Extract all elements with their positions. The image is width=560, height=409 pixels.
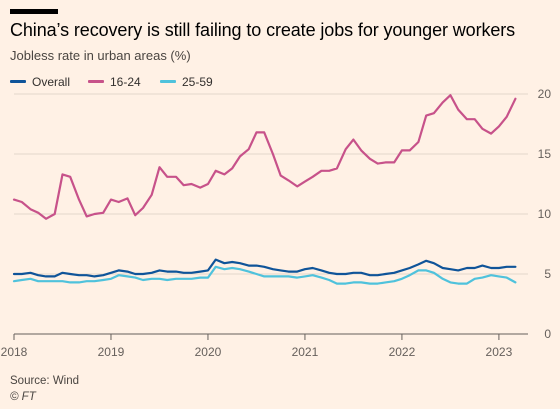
y-tick-label: 20: [538, 87, 552, 101]
source-note: Source: Wind: [10, 375, 80, 387]
y-tick-label: 15: [538, 147, 552, 161]
series-line-overall: [12, 258, 517, 278]
legend-label-25-59: 25-59: [182, 75, 213, 89]
x-tick-label: 2018: [1, 345, 28, 359]
x-tick-label: 2023: [486, 345, 513, 359]
header-accent-bar: [10, 9, 58, 14]
x-tick-label: 2021: [292, 345, 319, 359]
x-tick-label: 2019: [98, 345, 125, 359]
chart-subtitle: Jobless rate in urban areas (%): [10, 48, 191, 63]
y-tick-label: 10: [538, 207, 552, 221]
legend-swatch-25-59: [160, 80, 176, 83]
legend-label-16-24: 16-24: [110, 75, 141, 89]
legend-swatch-16-24: [88, 80, 104, 83]
series-line-25-59: [12, 265, 517, 285]
x-tick-label: 2020: [195, 345, 222, 359]
y-tick-label: 0: [544, 327, 551, 341]
x-tick-label: 2022: [389, 345, 416, 359]
credit-note: © FT: [10, 391, 36, 403]
y-tick-label: 5: [544, 267, 551, 281]
legend-label-overall: Overall: [32, 75, 71, 89]
legend-swatch-overall: [10, 80, 26, 83]
series-line-16-24: [12, 94, 517, 220]
chart-title: China’s recovery is still failing to cre…: [10, 20, 516, 40]
